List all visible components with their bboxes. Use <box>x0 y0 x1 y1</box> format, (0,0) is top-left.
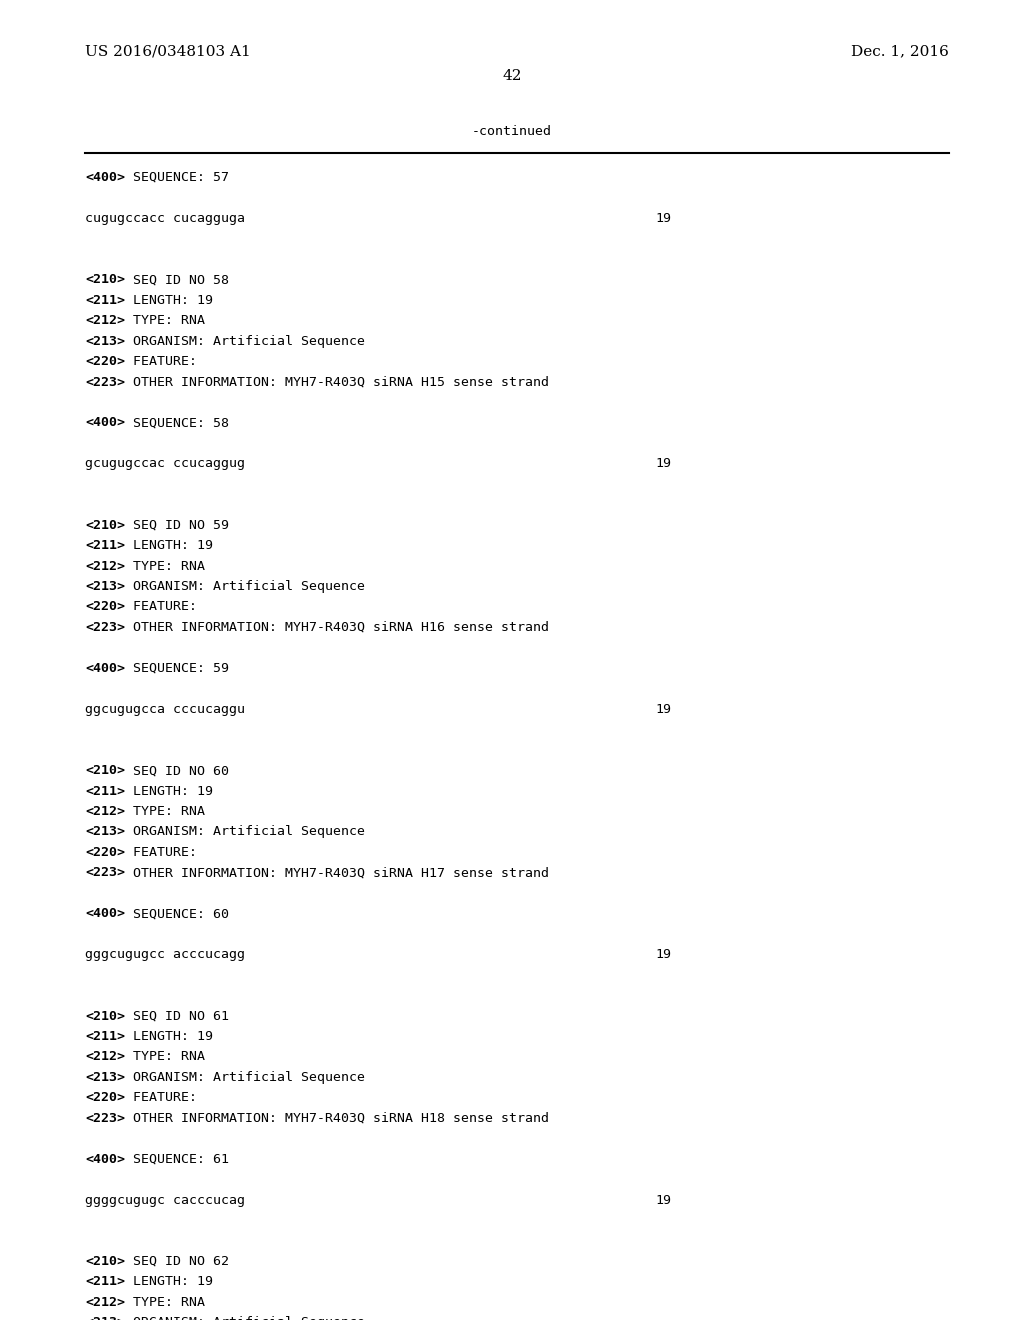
Text: -continued: -continued <box>472 125 552 139</box>
Text: <210>: <210> <box>85 519 125 532</box>
Text: <220>: <220> <box>85 601 125 614</box>
Text: ORGANISM: Artificial Sequence: ORGANISM: Artificial Sequence <box>125 825 365 838</box>
Text: <213>: <213> <box>85 334 125 347</box>
Text: cugugccacc cucagguga: cugugccacc cucagguga <box>85 213 245 224</box>
Text: <210>: <210> <box>85 764 125 777</box>
Text: <211>: <211> <box>85 1030 125 1043</box>
Text: LENGTH: 19: LENGTH: 19 <box>125 539 213 552</box>
Text: ggcugugcca cccucaggu: ggcugugcca cccucaggu <box>85 702 245 715</box>
Text: SEQ ID NO 58: SEQ ID NO 58 <box>125 273 228 286</box>
Text: <400>: <400> <box>85 661 125 675</box>
Text: SEQUENCE: 60: SEQUENCE: 60 <box>125 907 228 920</box>
Text: OTHER INFORMATION: MYH7-R403Q siRNA H15 sense strand: OTHER INFORMATION: MYH7-R403Q siRNA H15 … <box>125 375 549 388</box>
Text: <223>: <223> <box>85 375 125 388</box>
Text: SEQUENCE: 59: SEQUENCE: 59 <box>125 661 228 675</box>
Text: SEQ ID NO 60: SEQ ID NO 60 <box>125 764 228 777</box>
Text: <212>: <212> <box>85 560 125 573</box>
Text: SEQUENCE: 58: SEQUENCE: 58 <box>125 416 228 429</box>
Text: 42: 42 <box>502 69 522 83</box>
Text: gcugugccac ccucaggug: gcugugccac ccucaggug <box>85 457 245 470</box>
Text: <220>: <220> <box>85 355 125 368</box>
Text: <212>: <212> <box>85 314 125 327</box>
Text: <400>: <400> <box>85 172 125 183</box>
Text: 19: 19 <box>655 702 671 715</box>
Text: FEATURE:: FEATURE: <box>125 355 197 368</box>
Text: <211>: <211> <box>85 784 125 797</box>
Text: <223>: <223> <box>85 1111 125 1125</box>
Text: <211>: <211> <box>85 1275 125 1288</box>
Text: gggcugugcc acccucagg: gggcugugcc acccucagg <box>85 948 245 961</box>
Text: <212>: <212> <box>85 1051 125 1064</box>
Text: <223>: <223> <box>85 620 125 634</box>
Text: <223>: <223> <box>85 866 125 879</box>
Text: LENGTH: 19: LENGTH: 19 <box>125 294 213 306</box>
Text: 19: 19 <box>655 1193 671 1206</box>
Text: FEATURE:: FEATURE: <box>125 846 197 859</box>
Text: US 2016/0348103 A1: US 2016/0348103 A1 <box>85 44 251 58</box>
Text: <213>: <213> <box>85 1071 125 1084</box>
Text: <212>: <212> <box>85 1296 125 1309</box>
Text: ORGANISM: Artificial Sequence: ORGANISM: Artificial Sequence <box>125 334 365 347</box>
Text: SEQ ID NO 62: SEQ ID NO 62 <box>125 1255 228 1269</box>
Text: <210>: <210> <box>85 1255 125 1269</box>
Text: SEQUENCE: 57: SEQUENCE: 57 <box>125 172 228 183</box>
Text: FEATURE:: FEATURE: <box>125 1092 197 1105</box>
Text: SEQ ID NO 61: SEQ ID NO 61 <box>125 1010 228 1023</box>
Text: TYPE: RNA: TYPE: RNA <box>125 1296 205 1309</box>
Text: 19: 19 <box>655 213 671 224</box>
Text: <400>: <400> <box>85 416 125 429</box>
Text: ggggcugugc cacccucag: ggggcugugc cacccucag <box>85 1193 245 1206</box>
Text: <211>: <211> <box>85 539 125 552</box>
Text: <213>: <213> <box>85 825 125 838</box>
Text: <210>: <210> <box>85 273 125 286</box>
Text: LENGTH: 19: LENGTH: 19 <box>125 1275 213 1288</box>
Text: LENGTH: 19: LENGTH: 19 <box>125 1030 213 1043</box>
Text: LENGTH: 19: LENGTH: 19 <box>125 784 213 797</box>
Text: <220>: <220> <box>85 1092 125 1105</box>
Text: ORGANISM: Artificial Sequence: ORGANISM: Artificial Sequence <box>125 1071 365 1084</box>
Text: TYPE: RNA: TYPE: RNA <box>125 560 205 573</box>
Text: SEQUENCE: 61: SEQUENCE: 61 <box>125 1152 228 1166</box>
Text: 19: 19 <box>655 457 671 470</box>
Text: FEATURE:: FEATURE: <box>125 601 197 614</box>
Text: SEQ ID NO 59: SEQ ID NO 59 <box>125 519 228 532</box>
Text: <211>: <211> <box>85 294 125 306</box>
Text: OTHER INFORMATION: MYH7-R403Q siRNA H18 sense strand: OTHER INFORMATION: MYH7-R403Q siRNA H18 … <box>125 1111 549 1125</box>
Text: TYPE: RNA: TYPE: RNA <box>125 314 205 327</box>
Text: OTHER INFORMATION: MYH7-R403Q siRNA H16 sense strand: OTHER INFORMATION: MYH7-R403Q siRNA H16 … <box>125 620 549 634</box>
Text: <220>: <220> <box>85 846 125 859</box>
Text: <212>: <212> <box>85 805 125 818</box>
Text: 19: 19 <box>655 948 671 961</box>
Text: <400>: <400> <box>85 1152 125 1166</box>
Text: OTHER INFORMATION: MYH7-R403Q siRNA H17 sense strand: OTHER INFORMATION: MYH7-R403Q siRNA H17 … <box>125 866 549 879</box>
Text: <400>: <400> <box>85 907 125 920</box>
Text: ORGANISM: Artificial Sequence: ORGANISM: Artificial Sequence <box>125 579 365 593</box>
Text: <213>: <213> <box>85 579 125 593</box>
Text: TYPE: RNA: TYPE: RNA <box>125 1051 205 1064</box>
Text: <210>: <210> <box>85 1010 125 1023</box>
Text: ORGANISM: Artificial Sequence: ORGANISM: Artificial Sequence <box>125 1316 365 1320</box>
Text: Dec. 1, 2016: Dec. 1, 2016 <box>851 44 949 58</box>
Text: <213>: <213> <box>85 1316 125 1320</box>
Text: TYPE: RNA: TYPE: RNA <box>125 805 205 818</box>
